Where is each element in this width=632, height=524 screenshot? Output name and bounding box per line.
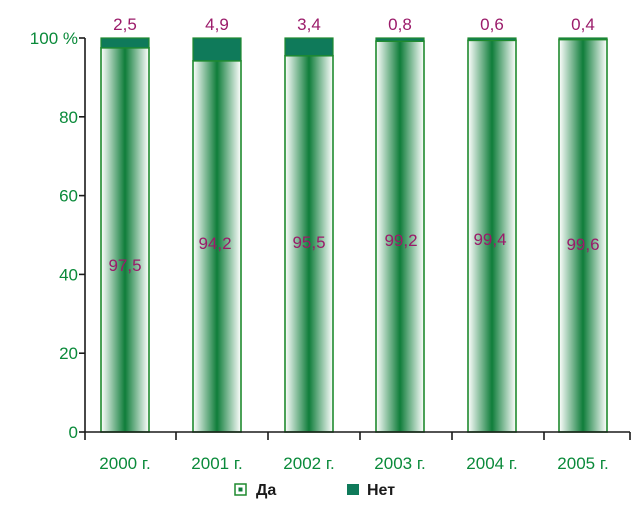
x-tick-label-4: 2004 г.	[466, 454, 517, 473]
bar-yes-1	[192, 60, 242, 433]
x-tick-label-5: 2005 г.	[557, 454, 608, 473]
x-tick-label-1: 2001 г.	[191, 454, 242, 473]
y-tick-label-4: 80	[59, 108, 78, 127]
bar-yes-0	[100, 47, 150, 433]
data-label-yes-5: 99,6	[566, 235, 599, 254]
y-tick-label-5: 100 %	[30, 29, 78, 48]
legend-marker-no	[347, 484, 359, 495]
data-label-no-2: 3,4	[297, 15, 321, 34]
data-label-no-3: 0,8	[388, 15, 412, 34]
data-label-yes-0: 97,5	[108, 256, 141, 275]
data-label-yes-2: 95,5	[292, 233, 325, 252]
data-label-yes-1: 94,2	[198, 234, 231, 253]
data-label-no-5: 0,4	[571, 15, 595, 34]
data-label-yes-3: 99,2	[384, 231, 417, 250]
data-label-yes-4: 99,4	[473, 230, 506, 249]
x-tick-label-3: 2003 г.	[374, 454, 425, 473]
legend-label-yes: Да	[256, 482, 276, 499]
bar-no-3	[375, 37, 425, 42]
y-tick-label-3: 60	[59, 187, 78, 206]
y-tick-label-2: 40	[59, 265, 78, 284]
bar-yes-2	[284, 54, 334, 433]
legend-label-no: Нет	[367, 482, 395, 499]
data-label-no-1: 4,9	[205, 15, 229, 34]
legend-marker-yes-center	[238, 487, 243, 492]
bar-no-5	[558, 37, 608, 41]
x-tick-label-0: 2000 г.	[99, 454, 150, 473]
bar-no-2	[284, 37, 334, 57]
data-label-no-4: 0,6	[480, 15, 504, 34]
bar-no-1	[192, 37, 242, 62]
bar-no-0	[100, 37, 150, 49]
y-tick-label-0: 0	[69, 423, 78, 442]
x-tick-label-2: 2002 г.	[283, 454, 334, 473]
y-tick-label-1: 20	[59, 344, 78, 363]
bar-yes-4	[467, 39, 517, 433]
bar-no-4	[467, 37, 517, 41]
data-label-no-0: 2,5	[113, 15, 137, 34]
